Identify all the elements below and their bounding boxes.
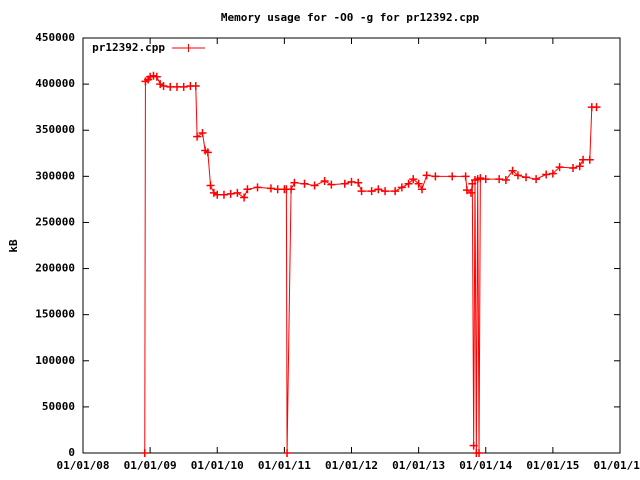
point-marker <box>513 171 522 180</box>
point-marker <box>354 178 363 187</box>
point-marker <box>172 82 181 91</box>
point-marker <box>555 163 564 172</box>
legend-sample <box>172 44 205 52</box>
point-marker <box>240 193 249 202</box>
point-marker <box>273 185 282 194</box>
point-marker <box>166 82 175 91</box>
x-tick-label: 01/01/11 <box>258 459 311 472</box>
y-axis-label: kB <box>7 239 20 253</box>
point-marker <box>462 186 471 195</box>
point-marker <box>548 169 557 178</box>
point-marker <box>522 173 531 182</box>
point-marker <box>287 185 296 194</box>
x-tick-label: 01/01/15 <box>526 459 579 472</box>
point-marker <box>152 72 161 81</box>
point-marker <box>320 176 329 185</box>
point-marker <box>219 190 228 199</box>
x-tick-label: 01/01/13 <box>392 459 445 472</box>
point-marker <box>585 155 594 164</box>
y-tick-label: 100000 <box>35 354 75 367</box>
point-marker <box>469 441 478 450</box>
x-tick-label: 01/01/09 <box>124 459 177 472</box>
point-marker <box>404 179 413 188</box>
x-tick-label: 01/01/12 <box>325 459 378 472</box>
point-marker <box>409 175 418 184</box>
y-tick-label: 350000 <box>35 123 75 136</box>
y-tick-label: 150000 <box>35 308 75 321</box>
point-marker <box>357 187 366 196</box>
point-marker <box>266 184 275 193</box>
point-marker <box>448 172 457 181</box>
point-marker <box>191 81 200 90</box>
point-marker <box>569 164 578 173</box>
point-marker <box>203 148 212 157</box>
point-marker <box>206 181 215 190</box>
x-tick-label: 01/01/08 <box>57 459 110 472</box>
point-marker <box>198 128 207 137</box>
y-tick-label: 400000 <box>35 77 75 90</box>
point-marker <box>283 449 292 457</box>
y-tick-label: 200000 <box>35 262 75 275</box>
x-tick-label: 01/01/16 <box>594 459 640 472</box>
point-marker <box>253 183 262 192</box>
point-marker <box>179 82 188 91</box>
point-marker <box>575 162 584 171</box>
x-tick-label: 01/01/14 <box>459 459 512 472</box>
point-marker <box>140 449 149 457</box>
series-line <box>144 75 597 454</box>
point-marker <box>466 188 475 197</box>
legend-label: pr12392.cpp <box>92 41 165 54</box>
y-tick-label: 0 <box>68 446 75 459</box>
point-marker <box>243 185 252 194</box>
point-marker <box>592 103 601 112</box>
y-tick-label: 50000 <box>42 400 75 413</box>
chart-title: Memory usage for -O0 -g for pr12392.cpp <box>221 11 480 24</box>
point-marker <box>397 183 406 192</box>
point-marker <box>347 177 356 186</box>
point-marker <box>391 187 400 196</box>
point-marker <box>481 175 490 184</box>
point-marker <box>374 185 383 194</box>
point-marker <box>542 170 551 179</box>
x-tick-label: 01/01/10 <box>191 459 244 472</box>
point-marker <box>476 174 485 183</box>
point-marker <box>290 178 299 187</box>
point-marker <box>422 171 431 180</box>
point-marker <box>233 188 242 197</box>
point-marker <box>340 179 349 188</box>
point-marker <box>367 187 376 196</box>
point-marker <box>327 180 336 189</box>
point-marker <box>508 166 517 175</box>
point-marker <box>495 175 504 184</box>
point-marker <box>532 175 541 184</box>
plot-frame <box>82 37 621 454</box>
y-tick-label: 300000 <box>35 169 75 182</box>
point-marker <box>461 172 470 181</box>
point-marker <box>579 155 588 164</box>
point-marker <box>193 132 202 141</box>
point-marker <box>431 172 440 181</box>
point-marker <box>159 81 168 90</box>
point-marker <box>475 449 484 457</box>
point-marker <box>417 185 426 194</box>
point-marker <box>300 179 309 188</box>
point-marker <box>414 179 423 188</box>
point-marker <box>213 190 222 199</box>
point-marker <box>501 176 510 185</box>
point-marker <box>226 189 235 198</box>
y-tick-label: 250000 <box>35 215 75 228</box>
point-marker <box>381 187 390 196</box>
point-marker <box>310 181 319 190</box>
y-tick-label: 450000 <box>35 31 75 44</box>
